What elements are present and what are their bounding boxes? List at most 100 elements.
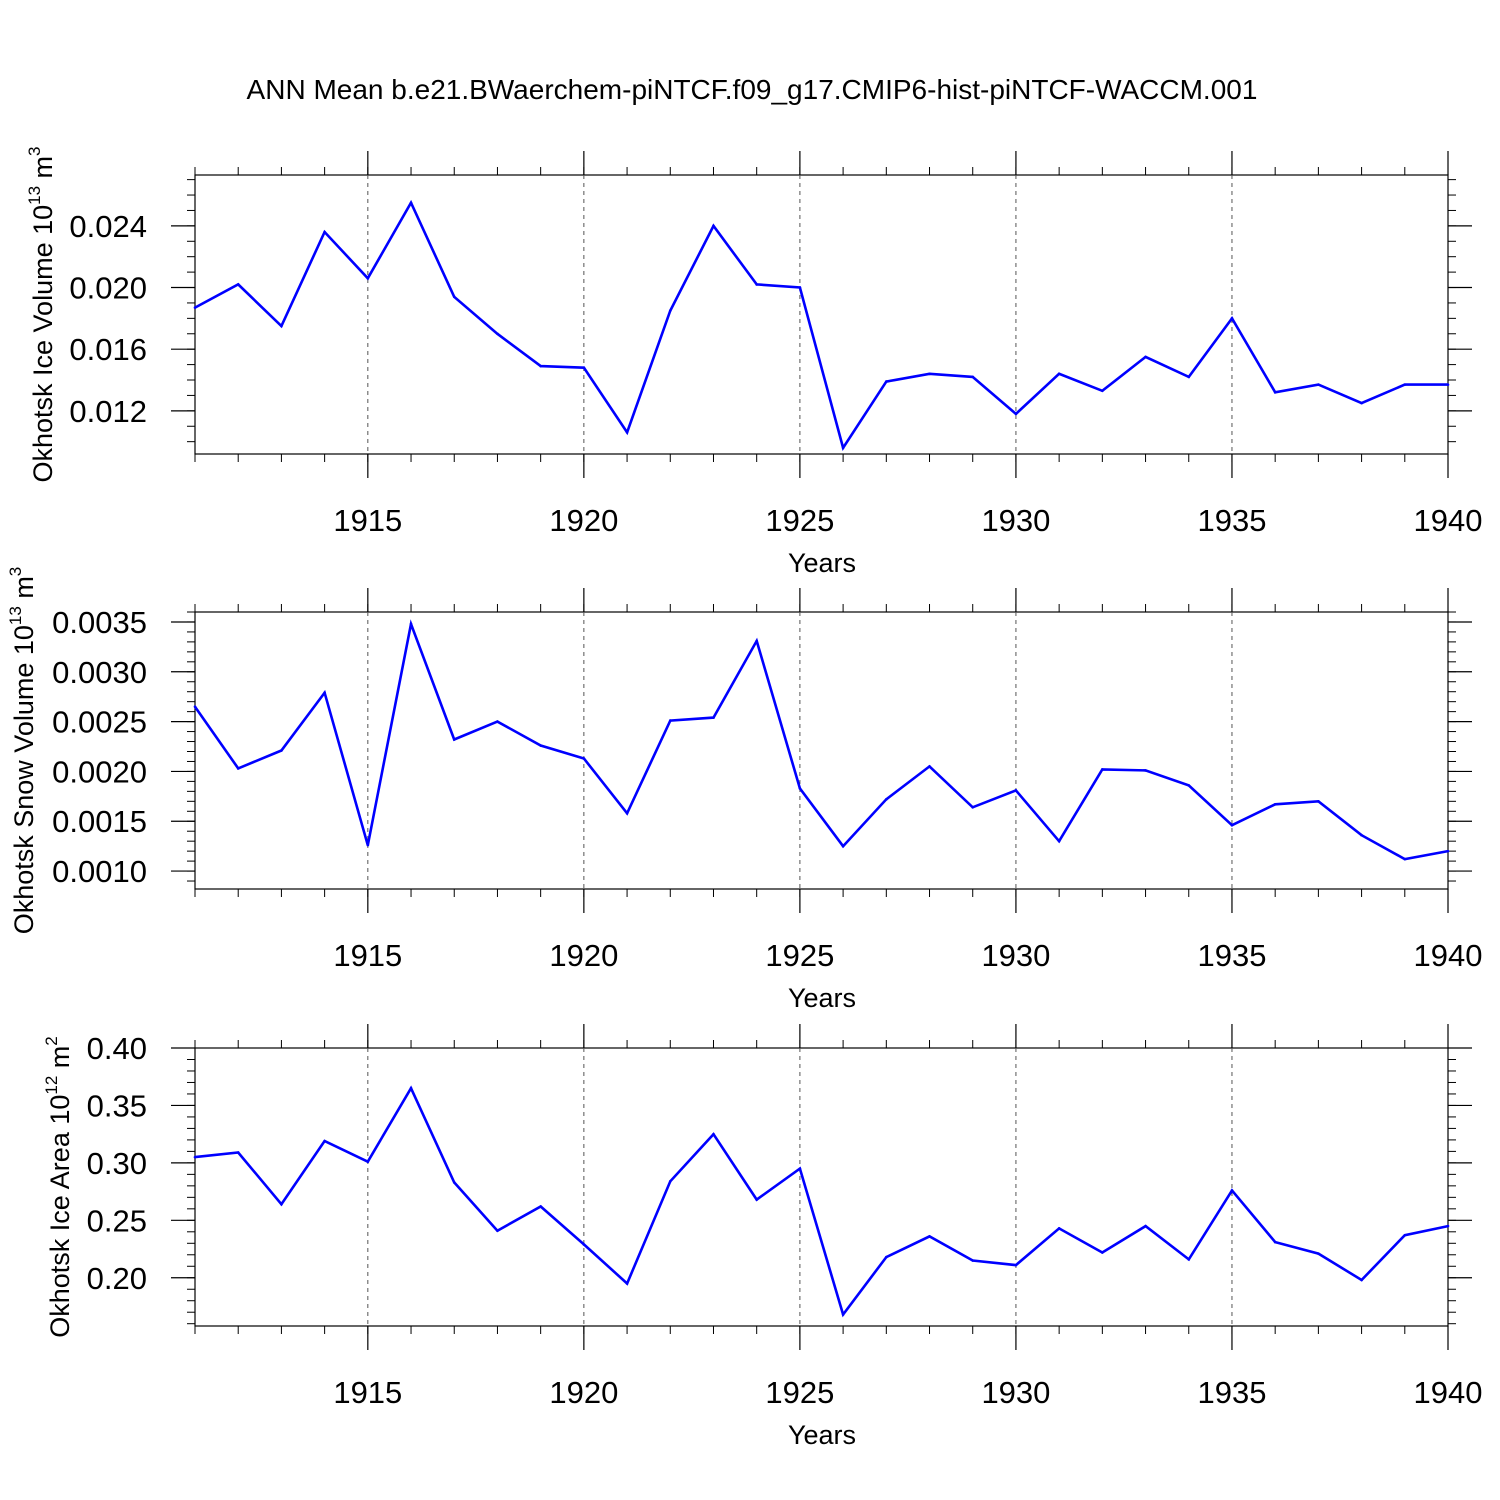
series-line [193, 619, 1449, 861]
x-tick-label: 1935 [1197, 938, 1266, 973]
data-point [1360, 401, 1363, 405]
data-point [1317, 383, 1320, 386]
x-tick-label: 1940 [1414, 1375, 1483, 1410]
chart-title: ANN Mean b.e21.BWaerchem-piNTCF.f09_g17.… [247, 74, 1258, 105]
y-tick-label: 0.0035 [52, 605, 147, 640]
data-point [1014, 1263, 1018, 1267]
data-point [755, 283, 758, 286]
data-point [366, 276, 370, 280]
data-point [280, 324, 283, 328]
data-point [539, 744, 542, 747]
plot-frame [194, 611, 1449, 890]
series-line [194, 1085, 1449, 1318]
data-point [841, 844, 845, 848]
x-tick-label: 1920 [549, 503, 618, 538]
data-point [323, 230, 326, 234]
data-point [236, 767, 240, 770]
data-point [668, 1179, 672, 1183]
data-point [1360, 1278, 1363, 1282]
data-point [1187, 784, 1191, 787]
data-point [1101, 389, 1104, 393]
data-point [539, 1205, 542, 1208]
data-point [193, 1155, 197, 1159]
data-point [928, 1235, 931, 1238]
data-point [1317, 1252, 1320, 1255]
data-point [1014, 789, 1018, 792]
data-point [323, 1139, 326, 1143]
data-point [496, 332, 499, 336]
x-tick-label: 1940 [1414, 503, 1483, 538]
data-point [1273, 803, 1277, 806]
y-tick-label: 0.30 [87, 1146, 147, 1181]
data-point [1446, 1224, 1450, 1228]
x-axis-label: Years [788, 1420, 856, 1450]
data-point [1403, 383, 1407, 386]
data-point [280, 749, 283, 752]
data-point [625, 1282, 629, 1285]
data-point [712, 224, 715, 228]
data-point [452, 738, 456, 741]
x-tick-label: 1920 [549, 1375, 618, 1410]
data-point [798, 1167, 802, 1170]
data-point [539, 364, 542, 368]
data-point [798, 787, 802, 790]
chart-panel-1: 1915 1920 1925 1930 1935 1940 0.012 0.016 0.020 0… [25, 146, 1482, 578]
data-point [1057, 839, 1061, 843]
x-tick-label: 1940 [1414, 938, 1483, 973]
data-point [193, 306, 197, 309]
x-tick-label: 1930 [981, 503, 1050, 538]
data-point [582, 757, 586, 760]
x-tick-label: 1935 [1197, 1375, 1266, 1410]
data-point [755, 1198, 758, 1201]
data-point [1230, 317, 1234, 320]
data-point [1187, 1258, 1191, 1261]
plot-frame [194, 174, 1449, 455]
data-point [885, 1255, 888, 1259]
data-point [841, 1313, 845, 1316]
chart-panel-3: 1915 1920 1925 1930 1935 1940 0.20 0.25 0.30 0.35… [42, 1024, 1482, 1450]
x-tick-label: 1925 [765, 938, 834, 973]
data-point [1273, 1240, 1277, 1244]
data-point [409, 1086, 413, 1090]
x-tick-label: 1935 [1197, 503, 1266, 538]
data-point [1230, 823, 1234, 827]
data-point [755, 639, 758, 643]
data-point [366, 1160, 370, 1164]
y-tick-label: 0.020 [69, 271, 147, 306]
data-point [366, 843, 370, 847]
data-point [1144, 355, 1147, 359]
x-tick-label: 1930 [981, 938, 1050, 973]
data-point [841, 446, 845, 450]
data-point [1144, 769, 1147, 772]
data-point [1144, 1224, 1147, 1228]
x-tick-label: 1930 [981, 1375, 1050, 1410]
data-point [971, 375, 975, 379]
data-point [1057, 372, 1061, 376]
data-point [452, 1181, 456, 1184]
data-point [668, 719, 672, 722]
data-point [712, 716, 715, 719]
y-tick-label: 0.25 [87, 1203, 147, 1238]
y-tick-label: 0.0025 [52, 705, 147, 740]
y-axis-label: Okhotsk Ice Volume 1013 m3 [25, 146, 58, 482]
y-axis-label: Okhotsk Ice Area 1012 m2 [42, 1036, 75, 1338]
data-point [885, 798, 888, 801]
data-point [236, 1151, 240, 1154]
x-tick-label: 1920 [549, 938, 618, 973]
data-point [496, 720, 499, 723]
x-tick-label: 1915 [333, 938, 402, 973]
data-point [625, 811, 629, 815]
data-point [1057, 1227, 1061, 1230]
data-point [1317, 800, 1320, 803]
data-point [885, 380, 888, 383]
data-point [1101, 768, 1104, 771]
data-point [1187, 375, 1191, 379]
y-tick-label: 0.35 [87, 1088, 147, 1123]
data-point [1273, 391, 1277, 394]
y-tick-label: 0.0020 [52, 754, 147, 789]
data-point [1446, 849, 1450, 853]
x-tick-label: 1925 [765, 503, 834, 538]
data-point [323, 691, 326, 695]
data-point [1101, 1251, 1104, 1254]
